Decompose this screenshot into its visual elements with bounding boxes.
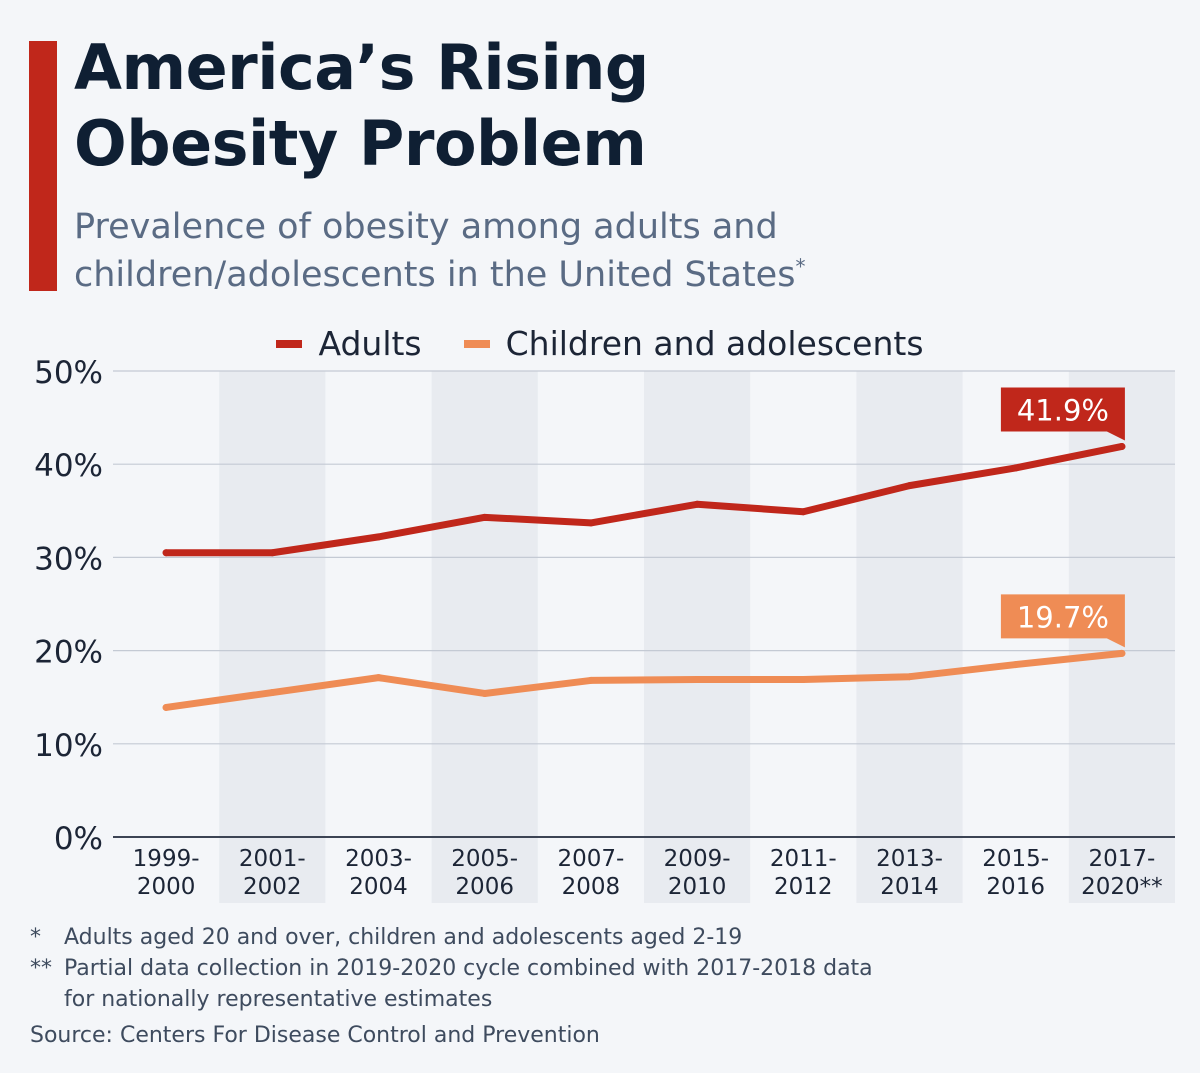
x-tick-label: 2015- [982,846,1049,872]
value-callout-adults [1000,387,1125,441]
footnote-2-continued: for nationally representative estimates [64,987,493,1012]
footnote-2: ** Partial data collection in 2019-2020 … [30,953,873,984]
x-tick-label: 1999- [133,846,200,872]
column-band [219,371,326,903]
subtitle-line-2: children/adolescents in the United State… [74,255,796,295]
legend-item-children: Children and adolescents [463,324,924,364]
subtitle-line-1: Prevalence of obesity among adults and [74,207,778,247]
x-tick-label: 2000 [137,874,196,900]
data-point-children [162,703,170,711]
column-band [644,371,751,903]
data-point-children [481,689,489,697]
x-tick-label: 2016 [986,874,1045,900]
series-line-adults [162,442,1126,557]
y-tick-label: 40% [34,448,103,484]
data-point-adults [906,482,913,490]
legend-label-children: Children and adolescents [505,324,924,363]
x-tick-label: 2005- [451,846,518,872]
x-tick-label: 2017- [1088,846,1155,872]
source-note: Source: Centers For Disease Control and … [30,1023,600,1048]
x-tick-label: 2007- [557,846,624,872]
data-point-children [268,689,276,697]
data-point-adults [481,513,489,521]
x-tick-label: 2008 [562,874,621,900]
data-point-adults [587,519,595,527]
footnotes: * Adults aged 20 and over, children and … [30,922,873,1015]
y-tick-label: 20% [34,635,103,671]
legend-label-adults: Adults [318,324,422,363]
legend-swatch-children [463,340,490,348]
x-tick-label: 2020** [1081,874,1163,900]
chart-legend: Adults Children and adolescents [0,324,1200,364]
y-tick-label: 30% [34,541,103,577]
x-tick-label: 2010 [668,874,727,900]
y-tick-label: 10% [34,728,103,764]
chart-title: America’s Rising Obesity Problem [74,30,649,182]
subtitle-footnote-mark: * [795,254,806,279]
data-point-children [587,676,595,684]
series-line-children [162,649,1126,711]
x-tick-label: 2003- [345,846,412,872]
x-tick-label: 2006 [455,874,514,900]
y-tick-label: 50% [34,355,103,391]
footnote-1-mark: * [30,925,41,950]
data-point-adults [162,549,170,557]
data-point-children [1118,649,1126,657]
value-label-adults: 41.9% [1017,393,1109,427]
data-point-children [1012,661,1020,669]
value-callout-children [1000,594,1125,648]
data-point-children [693,675,701,683]
x-tick-label: 2009- [664,846,731,872]
chart-subtitle: Prevalence of obesity among adults and c… [74,203,805,299]
data-point-adults [375,533,382,541]
data-point-adults [799,508,807,516]
data-point-adults [1118,442,1126,450]
x-tick-label: 2001- [239,846,306,872]
data-point-adults [1012,464,1020,472]
x-tick-label: 2004 [349,874,408,900]
value-label-children: 19.7% [1017,600,1109,634]
accent-bar [29,41,57,291]
data-point-children [375,674,382,682]
data-point-adults [693,500,701,508]
title-line-2: Obesity Problem [74,107,647,180]
footnote-2-text: Partial data collection in 2019-2020 cyc… [64,956,873,981]
column-band [431,371,538,903]
footnote-1: * Adults aged 20 and over, children and … [30,922,873,953]
column-band [856,371,963,903]
legend-swatch-adults [276,340,303,348]
footnote-1-text: Adults aged 20 and over, children and ad… [64,925,743,950]
legend-item-adults: Adults [276,324,422,364]
data-point-children [799,675,807,683]
x-tick-label: 2014 [880,874,939,900]
line-chart: 0% 10% 20% 30% 40% 50% 1999-2000 2001-2002 2003-… [34,355,1175,903]
x-tick-label: 2002 [243,874,302,900]
data-point-children [906,673,913,681]
x-tick-label: 2012 [774,874,833,900]
x-tick-label: 2011- [770,846,837,872]
data-point-adults [268,549,276,557]
footnote-2-mark: ** [30,956,52,981]
x-tick-label: 2013- [876,846,943,872]
title-line-1: America’s Rising [74,31,649,104]
y-tick-label: 0% [54,821,103,857]
